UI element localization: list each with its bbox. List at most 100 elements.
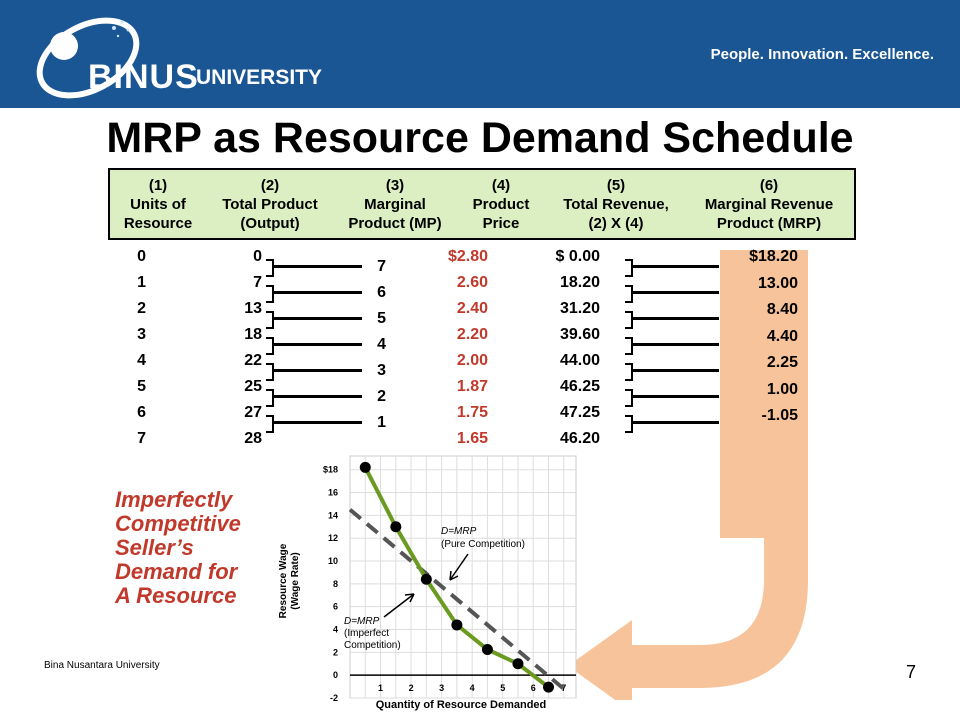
annotation-arrow-imperfect <box>404 593 415 603</box>
price-cell: $2.80 <box>447 248 488 265</box>
row-connector-line <box>272 369 362 372</box>
row-bracket <box>625 415 633 433</box>
row-bracket <box>266 363 274 381</box>
total-revenue-cell: 18.20 <box>559 274 600 291</box>
total-product-cell: 27 <box>244 404 262 421</box>
side-caption-line: A Resource <box>115 583 237 608</box>
mrp-cell: $18.20 <box>749 248 798 265</box>
side-caption-line: Competitive <box>115 511 241 536</box>
price-cell: 1.87 <box>456 378 488 395</box>
tagline: People. Innovation. Excellence. <box>710 46 934 63</box>
slide-title: MRP as Resource Demand Schedule <box>106 114 854 162</box>
column-header-box: (1) Units of Resource (2) Total Product (Out… <box>108 168 856 240</box>
total-product-cell: 28 <box>244 430 262 447</box>
data-point <box>543 681 555 693</box>
y-tick-label: 2 <box>333 647 338 657</box>
units-cell: 5 <box>137 378 146 395</box>
row-bracket <box>625 311 633 329</box>
y-tick-label: 4 <box>333 625 338 635</box>
row-connector-line <box>272 317 362 320</box>
row-connector-line <box>272 265 362 268</box>
units-cell: 3 <box>137 326 146 343</box>
total-revenue-cell: $ 0.00 <box>555 248 600 265</box>
row-bracket <box>266 311 274 329</box>
annotation-imperfect-label: D=MRP <box>344 616 380 627</box>
annotation-arrow-imperfect <box>383 593 415 618</box>
row-connector-line <box>631 317 719 320</box>
x-tick-label: 3 <box>439 683 444 693</box>
x-axis-label: Quantity of Resource Demanded <box>376 699 547 711</box>
column-header-4: (4) Product Price <box>472 177 530 232</box>
price-cell: 1.65 <box>456 430 488 447</box>
y-tick-label: 0 <box>333 670 338 680</box>
y-tick-label: 6 <box>333 602 338 612</box>
total-revenue-cell: 46.20 <box>559 430 600 447</box>
y-axis-label: Resource Wage <box>278 543 289 618</box>
total-revenue-cell: 47.25 <box>559 404 600 421</box>
total-product-cell: 22 <box>244 352 262 369</box>
marginal-product-cell: 1 <box>377 414 386 431</box>
marginal-product-cell: 4 <box>377 336 386 353</box>
side-caption-line: Seller’s <box>115 535 194 560</box>
price-cell: 1.75 <box>456 404 488 421</box>
x-tick-label: 2 <box>409 683 414 693</box>
column-header-5: (5) Total Revenue, (2) X (4) <box>563 177 669 232</box>
row-connector-line <box>631 343 719 346</box>
row-connector-line <box>631 369 719 372</box>
mrp-cell: -1.05 <box>761 407 798 424</box>
x-tick-label: 6 <box>531 683 536 693</box>
total-product-cell: 25 <box>244 378 262 395</box>
y-tick-label: 12 <box>328 533 338 543</box>
price-cell: 2.60 <box>456 274 488 291</box>
row-bracket <box>266 389 274 407</box>
units-cell: 2 <box>137 300 146 317</box>
price-cell: 2.00 <box>456 352 488 369</box>
total-product-cell: 0 <box>253 248 262 265</box>
row-bracket <box>625 259 633 277</box>
total-revenue-cell: 46.25 <box>559 378 600 395</box>
logo-text: BINUS <box>88 58 199 96</box>
row-bracket <box>625 337 633 355</box>
row-bracket <box>625 285 633 303</box>
row-bracket <box>625 363 633 381</box>
curved-arrow-icon <box>568 538 808 700</box>
row-bracket <box>266 259 274 277</box>
data-point <box>420 573 432 585</box>
y-axis-label: (Wage Rate) <box>290 552 301 609</box>
price-cell: 2.40 <box>456 300 488 317</box>
side-caption-line: Demand for <box>115 559 238 584</box>
data-point <box>512 658 524 670</box>
x-tick-label: 7 <box>561 683 566 693</box>
units-cell: 7 <box>137 430 146 447</box>
marginal-product-cell: 7 <box>377 258 386 275</box>
column-header-2: (2) Total Product (Output) <box>222 177 318 232</box>
side-caption: Imperfectly Competitive Seller’s Demand … <box>115 488 241 608</box>
price-cell: 2.20 <box>456 326 488 343</box>
x-tick-label: 4 <box>470 683 475 693</box>
data-point <box>359 461 371 473</box>
footer-text: Bina Nusantara University <box>44 660 160 671</box>
mrp-cell: 4.40 <box>766 327 798 345</box>
mrp-cell: 1.00 <box>766 380 798 398</box>
data-point <box>481 643 493 655</box>
marginal-product-cell: 6 <box>377 284 386 301</box>
row-bracket <box>266 415 274 433</box>
row-connector-line <box>631 265 719 268</box>
mrp-column-highlight <box>720 250 808 538</box>
row-connector-line <box>272 291 362 294</box>
annotation-imperfect-label: (Imperfect <box>344 628 389 639</box>
row-connector-line <box>272 395 362 398</box>
y-tick-label: $18 <box>323 465 338 475</box>
total-revenue-cell: 39.60 <box>559 326 600 343</box>
logo-subtext: UNIVERSITY <box>196 66 323 89</box>
total-product-cell: 18 <box>244 326 262 343</box>
units-cell: 6 <box>137 404 146 421</box>
pure-competition-line <box>348 508 566 691</box>
y-tick-label: 14 <box>328 510 338 520</box>
row-connector-line <box>272 421 362 424</box>
row-connector-line <box>631 421 719 424</box>
marginal-product-cell: 2 <box>377 388 386 405</box>
total-revenue-cell: 44.00 <box>559 352 600 369</box>
row-connector-line <box>272 343 362 346</box>
marginal-product-cell: 3 <box>377 362 386 379</box>
